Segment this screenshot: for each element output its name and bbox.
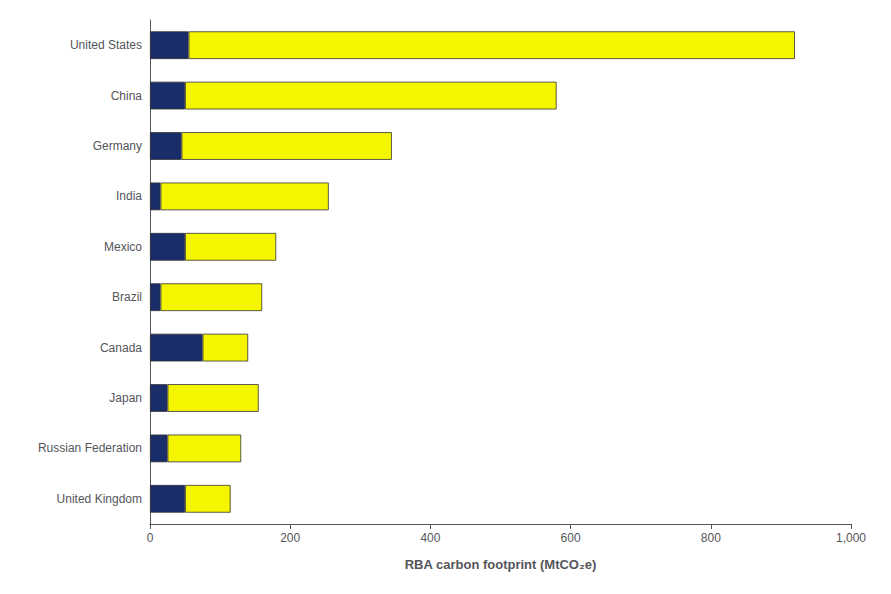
svg-text:400: 400 <box>420 531 440 545</box>
svg-text:Russian Federation: Russian Federation <box>38 441 142 455</box>
svg-text:800: 800 <box>701 531 721 545</box>
svg-text:Canada: Canada <box>100 341 142 355</box>
svg-text:1,000: 1,000 <box>836 531 866 545</box>
svg-text:India: India <box>116 189 142 203</box>
svg-text:Mexico: Mexico <box>104 240 142 254</box>
svg-text:United States: United States <box>70 38 142 52</box>
svg-text:China: China <box>111 89 143 103</box>
svg-text:Germany: Germany <box>93 139 142 153</box>
svg-text:200: 200 <box>280 531 300 545</box>
svg-text:0: 0 <box>147 531 154 545</box>
svg-text:Japan: Japan <box>109 391 142 405</box>
svg-text:600: 600 <box>561 531 581 545</box>
svg-text:Brazil: Brazil <box>112 290 142 304</box>
svg-text:RBA carbon footprint (MtCO₂e): RBA carbon footprint (MtCO₂e) <box>405 557 597 572</box>
svg-text:United Kingdom: United Kingdom <box>57 492 142 506</box>
